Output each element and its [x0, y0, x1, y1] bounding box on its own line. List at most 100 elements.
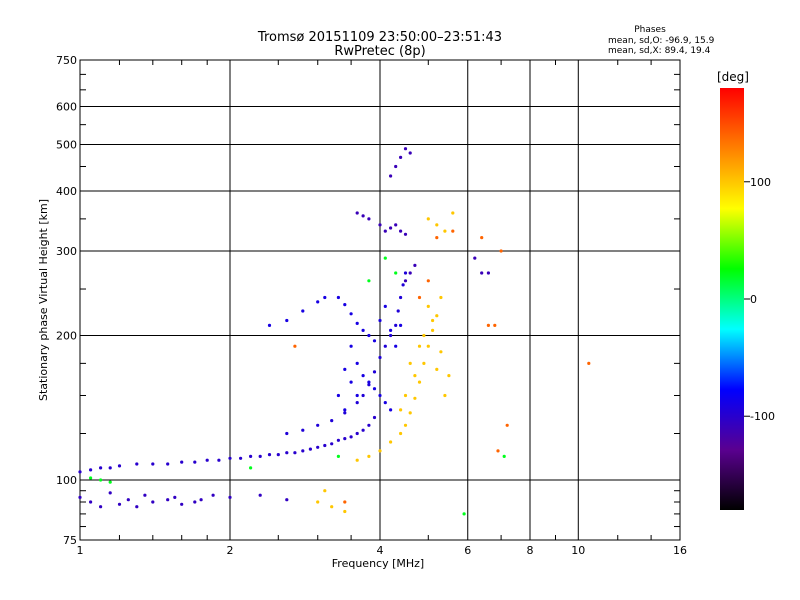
stats-line-x: mean, sd,X: 89.4, 19.4	[608, 46, 711, 56]
data-point	[267, 453, 272, 457]
data-point	[389, 333, 393, 338]
data-point	[394, 344, 398, 348]
data-point	[413, 263, 417, 267]
data-point	[389, 408, 393, 412]
data-point	[480, 236, 484, 240]
data-point	[193, 500, 197, 504]
data-point	[505, 423, 509, 427]
data-point	[301, 449, 305, 453]
data-point	[389, 226, 393, 230]
y-tick-label: 300	[56, 245, 77, 258]
stats-line-o: mean, sd,O: -96.9, 15.9	[608, 36, 715, 46]
data-point	[367, 383, 371, 387]
data-point	[343, 509, 347, 514]
data-point	[285, 318, 289, 323]
data-point	[439, 350, 443, 354]
data-point	[217, 458, 221, 462]
data-point	[89, 476, 93, 480]
y-tick-label: 400	[56, 185, 77, 198]
data-point	[343, 437, 347, 441]
data-point	[355, 401, 359, 405]
data-point	[372, 387, 377, 391]
data-point	[336, 393, 340, 398]
data-point	[343, 367, 347, 371]
data-point	[378, 355, 382, 360]
data-point	[126, 498, 130, 502]
data-point	[408, 361, 412, 365]
data-point	[399, 408, 403, 412]
data-point	[417, 380, 422, 384]
data-point	[89, 468, 93, 472]
data-point	[443, 393, 447, 398]
data-point	[355, 361, 359, 365]
data-point	[408, 271, 412, 275]
data-point	[180, 460, 184, 464]
data-point	[435, 367, 439, 371]
data-point	[143, 493, 147, 497]
data-point	[180, 502, 184, 506]
data-point	[228, 495, 232, 499]
data-point	[336, 454, 340, 458]
x-tick-label: 2	[227, 544, 234, 557]
data-point	[431, 318, 435, 323]
data-point	[135, 505, 139, 509]
data-point	[413, 374, 417, 378]
data-point	[166, 498, 170, 502]
data-point	[399, 323, 403, 327]
stats-title: Phases	[634, 25, 666, 35]
data-point	[378, 318, 382, 323]
data-point	[78, 495, 82, 499]
data-point	[493, 323, 497, 327]
data-point	[496, 449, 500, 453]
data-point	[499, 249, 503, 253]
y-tick-label: 600	[56, 101, 77, 114]
data-point	[426, 279, 430, 283]
data-point	[394, 164, 398, 169]
data-point	[336, 295, 340, 300]
data-point	[151, 462, 155, 466]
data-point	[239, 456, 243, 460]
chart-title: Tromsø 20151109 23:50:00–23:51:43	[257, 30, 502, 45]
data-point	[330, 419, 334, 423]
data-point	[389, 328, 393, 332]
data-point	[285, 498, 289, 502]
data-point	[78, 470, 82, 474]
data-point	[486, 323, 490, 327]
data-point	[401, 283, 405, 287]
data-point	[451, 211, 455, 215]
data-point	[108, 480, 112, 484]
data-point	[417, 344, 422, 348]
data-point	[403, 271, 408, 275]
data-point	[323, 295, 327, 300]
data-point	[316, 423, 320, 427]
data-point	[480, 271, 484, 275]
y-axis-ticks: 75 100 200 300 400 500 600 750	[56, 54, 680, 547]
colorbar-label: [deg]	[717, 70, 749, 84]
data-point	[443, 229, 447, 233]
data-point	[330, 442, 334, 446]
data-point	[308, 447, 312, 451]
data-point	[99, 466, 103, 470]
data-point	[435, 314, 439, 318]
data-point	[502, 454, 506, 458]
data-point	[89, 500, 93, 504]
y-tick-label: 500	[56, 139, 77, 152]
data-point	[258, 493, 262, 497]
data-point	[117, 502, 122, 506]
data-point	[355, 393, 359, 398]
data-point	[99, 505, 103, 509]
grid-lines	[80, 60, 680, 540]
data-point	[99, 478, 103, 482]
data-point	[408, 151, 412, 155]
colorbar-ticks: 100 0 -100	[744, 176, 775, 423]
data-point	[417, 295, 422, 300]
data-point	[451, 229, 455, 233]
data-point	[249, 454, 253, 458]
data-point	[378, 393, 382, 398]
x-tick-label: 4	[377, 544, 384, 557]
data-point	[336, 438, 340, 442]
data-point	[355, 321, 359, 325]
colorbar-tick-label: 0	[750, 293, 757, 306]
data-point	[367, 217, 371, 221]
